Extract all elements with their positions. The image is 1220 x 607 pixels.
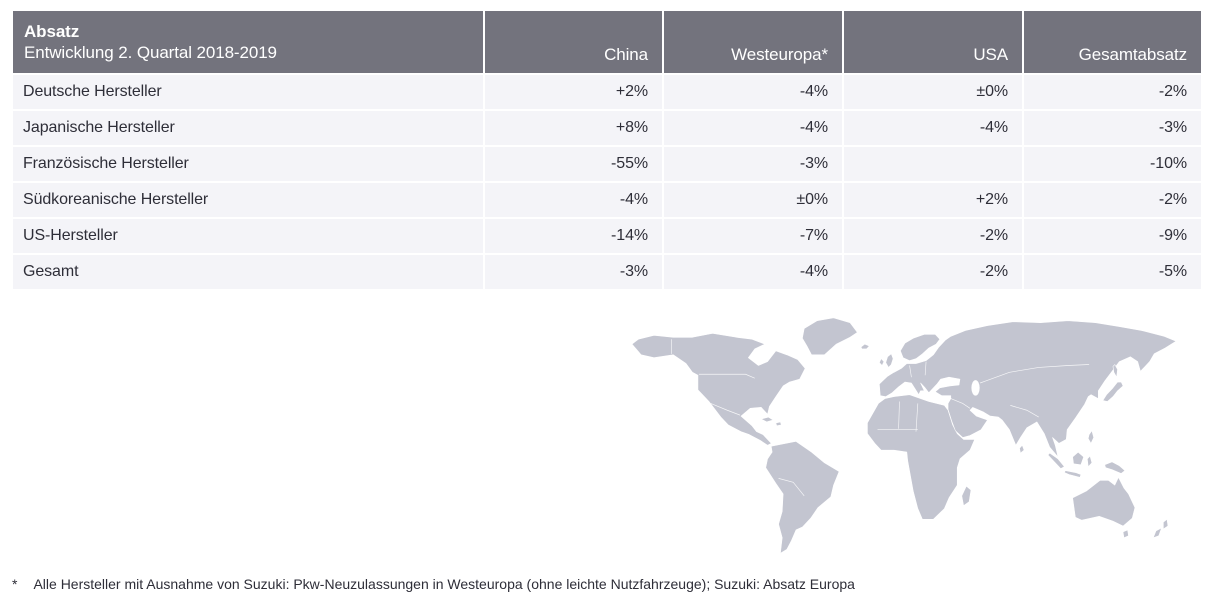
map-ireland — [879, 358, 885, 366]
value-cell: -10% — [1024, 147, 1201, 181]
value-cell: +2% — [844, 183, 1022, 217]
value-cell: -4% — [485, 183, 662, 217]
map-cuba — [760, 416, 774, 423]
value-cell: -4% — [844, 111, 1022, 145]
map-south-america — [765, 441, 840, 554]
value-cell: -2% — [844, 255, 1022, 289]
map-country-borders — [671, 339, 1090, 497]
value-cell: -4% — [664, 75, 842, 109]
value-cell: -14% — [485, 219, 662, 253]
value-cell: -7% — [664, 219, 842, 253]
map-borneo — [1072, 451, 1084, 466]
map-greenland — [802, 317, 858, 356]
value-cell: -2% — [844, 219, 1022, 253]
row-label: Deutsche Hersteller — [13, 75, 483, 109]
map-sakhalin — [1112, 364, 1118, 378]
value-cell: -9% — [1024, 219, 1201, 253]
column-header-westeuropa: Westeuropa* — [664, 11, 842, 73]
value-cell — [844, 147, 1022, 181]
map-new-zealand-south — [1152, 527, 1162, 539]
table-subtitle: Entwicklung 2. Quartal 2018-2019 — [24, 43, 277, 62]
map-britain — [885, 353, 894, 368]
value-cell: -2% — [1024, 183, 1201, 217]
column-header-usa: USA — [844, 11, 1022, 73]
value-cell: -4% — [664, 255, 842, 289]
map-japan — [1102, 381, 1124, 402]
map-madagascar — [961, 485, 972, 506]
map-eurasia — [879, 320, 1177, 458]
value-cell: -3% — [485, 255, 662, 289]
column-header-gesamtabsatz: Gesamtabsatz — [1024, 11, 1201, 73]
value-cell: -3% — [664, 147, 842, 181]
map-sri-lanka — [1019, 444, 1025, 454]
map-philippines — [1087, 430, 1094, 444]
map-new-guinea — [1104, 461, 1126, 474]
map-scandinavia — [900, 334, 941, 361]
footnote-text: Alle Hersteller mit Ausnahme von Suzuki:… — [33, 576, 855, 592]
map-north-america — [631, 333, 806, 446]
map-tasmania — [1122, 529, 1129, 539]
value-cell: -4% — [664, 111, 842, 145]
world-map-graphic — [610, 311, 1178, 564]
footnote: * Alle Hersteller mit Ausnahme von Suzuk… — [12, 576, 855, 592]
map-new-zealand-north — [1163, 518, 1169, 530]
map-java — [1064, 470, 1082, 478]
map-caspian-sea — [971, 380, 980, 396]
table-title: Absatz — [24, 21, 80, 41]
row-label: Französische Hersteller — [13, 147, 483, 181]
footnote-marker: * — [12, 576, 18, 592]
value-cell: +2% — [485, 75, 662, 109]
row-label: US-Hersteller — [13, 219, 483, 253]
value-cell: +8% — [485, 111, 662, 145]
value-cell: -2% — [1024, 75, 1201, 109]
map-sulawesi — [1087, 455, 1093, 467]
map-hispaniola — [775, 421, 782, 427]
value-cell: ±0% — [664, 183, 842, 217]
table-title-cell: Absatz Entwicklung 2. Quartal 2018-2019 — [13, 11, 483, 73]
sales-development-table: Absatz Entwicklung 2. Quartal 2018-2019 … — [13, 11, 1201, 289]
value-cell: -55% — [485, 147, 662, 181]
row-label: Südkoreanische Hersteller — [13, 183, 483, 217]
map-iceland — [860, 343, 870, 350]
map-africa — [867, 394, 975, 520]
value-cell: ±0% — [844, 75, 1022, 109]
row-label: Gesamt — [13, 255, 483, 289]
map-sumatra — [1047, 452, 1065, 469]
value-cell: -3% — [1024, 111, 1201, 145]
map-australia — [1072, 477, 1136, 527]
value-cell: -5% — [1024, 255, 1201, 289]
row-label: Japanische Hersteller — [13, 111, 483, 145]
world-map-icon — [631, 317, 1177, 554]
column-header-china: China — [485, 11, 662, 73]
